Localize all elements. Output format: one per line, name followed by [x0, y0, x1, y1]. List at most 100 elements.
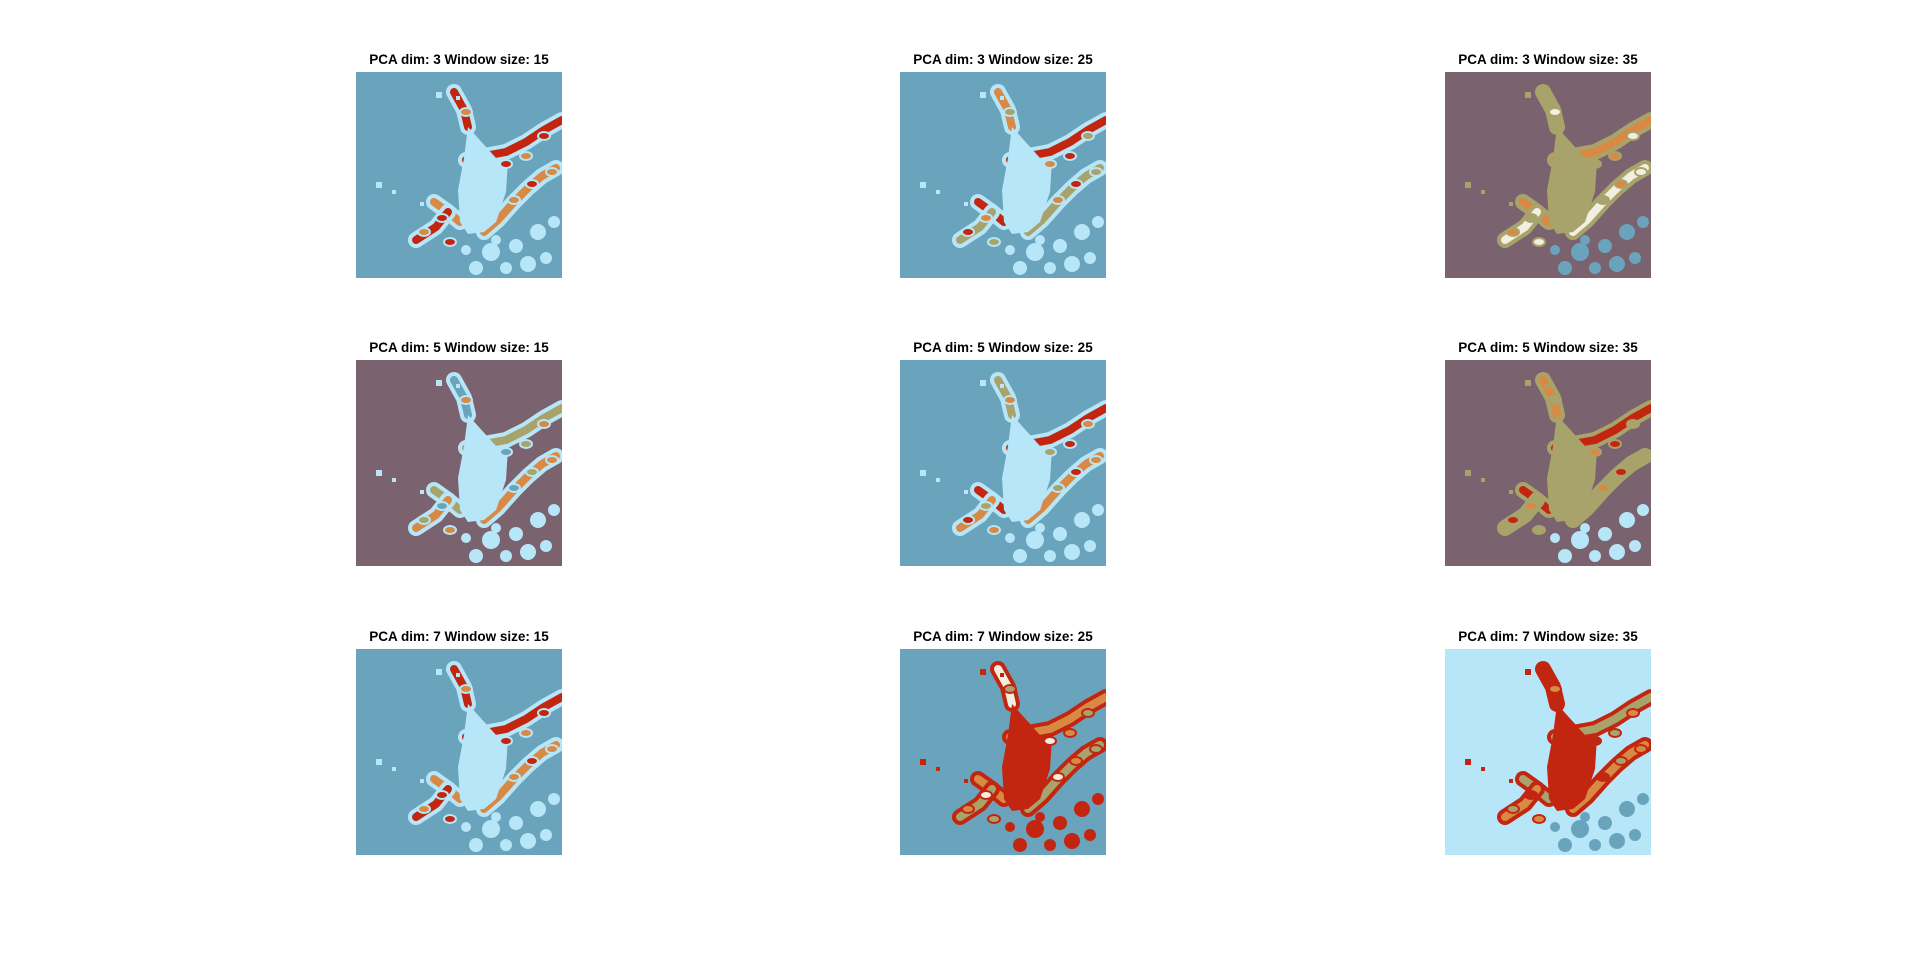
- segment-speckle: [1629, 540, 1641, 552]
- segment-speckle: [1035, 812, 1045, 822]
- segmentation-image: [1445, 360, 1651, 566]
- segment-speckle: [1035, 523, 1045, 533]
- segment-speckle: [1092, 793, 1104, 805]
- segment-speckle: [1074, 224, 1090, 240]
- panel-title: PCA dim: 5 Window size: 15: [356, 340, 562, 356]
- segment-dot: [936, 478, 940, 482]
- segment-speckle: [509, 816, 523, 830]
- segment-dot: [456, 384, 460, 388]
- segment-speckle: [482, 531, 500, 549]
- segment-blob: [460, 396, 472, 404]
- segment-blob: [1090, 745, 1102, 753]
- segment-speckle: [461, 533, 471, 543]
- segment-blob: [1070, 757, 1082, 765]
- segment-dot: [1000, 384, 1004, 388]
- segment-blob: [1627, 132, 1639, 140]
- segment-blob: [1044, 737, 1056, 745]
- panel-pca7-win35: PCA dim: 7 Window size: 35: [1445, 629, 1651, 645]
- segment-speckle: [1005, 822, 1015, 832]
- segment-speckle: [1637, 216, 1649, 228]
- segment-blob: [418, 805, 430, 813]
- segment-dot: [436, 380, 442, 386]
- segment-blob: [1597, 773, 1609, 781]
- segment-speckle: [1589, 262, 1601, 274]
- segment-dot: [964, 490, 968, 494]
- panel-title: PCA dim: 3 Window size: 35: [1445, 52, 1651, 68]
- segment-blob: [1615, 180, 1627, 188]
- segment-dot: [936, 190, 940, 194]
- segment-speckle: [548, 793, 560, 805]
- segment-speckle: [1044, 839, 1056, 851]
- segmentation-image: [356, 72, 562, 278]
- segment-blob: [460, 685, 472, 693]
- segment-speckle: [540, 540, 552, 552]
- segment-speckle: [540, 252, 552, 264]
- segment-blob: [538, 420, 550, 428]
- segment-blob: [538, 709, 550, 717]
- segment-blob: [962, 805, 974, 813]
- segment-speckle: [1026, 243, 1044, 261]
- segment-blob: [1589, 737, 1601, 745]
- panel-title: PCA dim: 3 Window size: 15: [356, 52, 562, 68]
- segment-blob: [1525, 791, 1537, 799]
- segment-speckle: [482, 820, 500, 838]
- segment-speckle: [530, 224, 546, 240]
- segment-dot: [920, 182, 926, 188]
- segment-blob: [1507, 228, 1519, 236]
- segment-speckle: [1013, 549, 1027, 563]
- segment-blob: [546, 456, 558, 464]
- segment-blob: [1070, 180, 1082, 188]
- segment-dot: [392, 767, 396, 771]
- segment-dot: [376, 470, 382, 476]
- segment-speckle: [1026, 820, 1044, 838]
- segment-dot: [1545, 96, 1549, 100]
- segment-blob: [988, 815, 1000, 823]
- segment-dot: [1465, 182, 1471, 188]
- segment-speckle: [1558, 838, 1572, 852]
- segment-blob: [1525, 502, 1537, 510]
- segment-speckle: [500, 839, 512, 851]
- segment-speckle: [1013, 261, 1027, 275]
- segment-speckle: [1619, 512, 1635, 528]
- segment-speckle: [1580, 812, 1590, 822]
- segment-dot: [980, 380, 986, 386]
- segment-dot: [980, 669, 986, 675]
- segmentation-image: [1445, 72, 1651, 278]
- segment-speckle: [1558, 261, 1572, 275]
- segment-blob: [1090, 168, 1102, 176]
- segment-blob: [1044, 160, 1056, 168]
- segment-speckle: [1013, 838, 1027, 852]
- segment-speckle: [1589, 839, 1601, 851]
- segment-speckle: [1619, 224, 1635, 240]
- segment-dot: [420, 490, 424, 494]
- segment-blob: [1533, 526, 1545, 534]
- segment-blob: [500, 737, 512, 745]
- segment-speckle: [461, 245, 471, 255]
- segment-speckle: [530, 512, 546, 528]
- segment-speckle: [1589, 550, 1601, 562]
- segment-blob: [1064, 152, 1076, 160]
- panel-pca5-win35: PCA dim: 5 Window size: 35: [1445, 340, 1651, 356]
- segment-speckle: [1571, 243, 1589, 261]
- segment-blob: [436, 214, 448, 222]
- segment-blob: [546, 745, 558, 753]
- segmentation-image: [900, 72, 1106, 278]
- segment-speckle: [469, 838, 483, 852]
- segment-speckle: [1609, 833, 1625, 849]
- segment-dot: [1465, 470, 1471, 476]
- segment-dot: [1545, 384, 1549, 388]
- segment-blob: [500, 448, 512, 456]
- segment-speckle: [482, 243, 500, 261]
- segment-dot: [456, 673, 460, 677]
- segment-dot: [420, 779, 424, 783]
- segment-blob: [1549, 396, 1561, 404]
- segment-speckle: [1044, 550, 1056, 562]
- segment-speckle: [469, 549, 483, 563]
- segment-speckle: [500, 262, 512, 274]
- segment-dot: [376, 182, 382, 188]
- segment-blob: [1082, 132, 1094, 140]
- segment-blob: [520, 440, 532, 448]
- segment-blob: [1004, 685, 1016, 693]
- panel-pca3-win15: PCA dim: 3 Window size: 15: [356, 52, 562, 68]
- segment-speckle: [491, 523, 501, 533]
